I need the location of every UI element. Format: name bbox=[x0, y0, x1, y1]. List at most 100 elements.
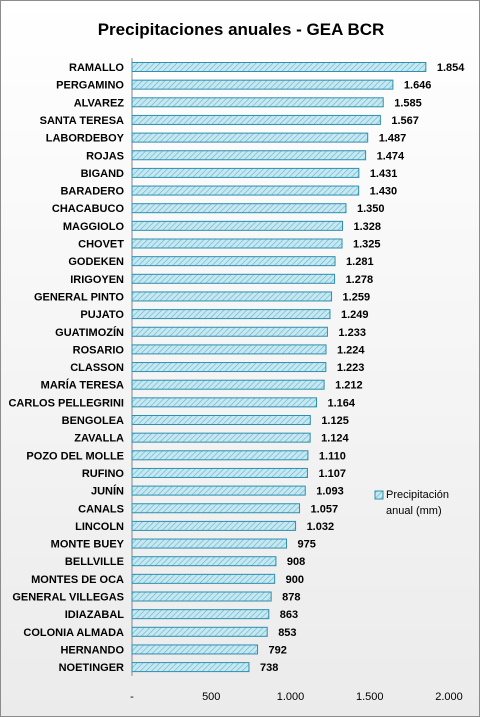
category-label: GENERAL VILLEGAS bbox=[12, 592, 124, 604]
bar bbox=[131, 626, 268, 637]
category-label: ROJAS bbox=[86, 150, 124, 162]
bar bbox=[131, 573, 276, 584]
bar bbox=[131, 467, 308, 478]
category-label: GODEKEN bbox=[68, 256, 124, 268]
value-label: 1.854 bbox=[437, 62, 465, 74]
category-label: BENGOLEA bbox=[62, 415, 124, 427]
bar bbox=[131, 432, 311, 443]
category-label: CHACABUCO bbox=[52, 203, 125, 215]
bar bbox=[131, 185, 360, 196]
value-label: 1.328 bbox=[353, 221, 381, 233]
category-label: MARÍA TERESA bbox=[41, 379, 124, 392]
bar bbox=[131, 644, 259, 655]
category-label: IRIGOYEN bbox=[70, 274, 124, 286]
value-label: 1.350 bbox=[357, 203, 385, 215]
bar bbox=[131, 114, 381, 125]
value-label: 1.093 bbox=[316, 486, 344, 498]
category-label: MONTE BUEY bbox=[51, 539, 125, 551]
bars-group bbox=[131, 62, 427, 673]
bar bbox=[131, 326, 328, 337]
category-label: PERGAMINO bbox=[56, 80, 124, 92]
bar bbox=[131, 291, 333, 302]
value-label: 1.585 bbox=[394, 97, 422, 109]
category-label: LINCOLN bbox=[75, 521, 124, 533]
bar bbox=[131, 132, 369, 143]
value-label: 975 bbox=[298, 539, 316, 551]
category-label: LABORDEBOY bbox=[46, 133, 125, 145]
category-label: BARADERO bbox=[60, 186, 124, 198]
value-labels: 1.854 1.646 1.585 1.567 1.487 1.474 1.431 1.430… bbox=[260, 62, 465, 674]
x-tick-label: - bbox=[130, 691, 134, 703]
bar bbox=[131, 273, 336, 284]
chart-title: Precipitaciones anuales - GEA BCR bbox=[98, 20, 385, 39]
category-label: JUNÍN bbox=[91, 485, 124, 498]
category-label: NOETINGER bbox=[59, 662, 124, 674]
bar bbox=[131, 309, 331, 320]
bar bbox=[131, 485, 306, 496]
category-label: CLASSON bbox=[70, 362, 124, 374]
category-label: ALVAREZ bbox=[74, 97, 125, 109]
bar bbox=[131, 397, 317, 408]
value-label: 1.223 bbox=[337, 362, 365, 374]
category-labels: RAMALLO PERGAMINO ALVAREZ SANTA TERESA LABOR… bbox=[8, 62, 124, 674]
value-label: 1.281 bbox=[346, 256, 374, 268]
bar bbox=[131, 415, 311, 425]
value-label: 1.430 bbox=[370, 186, 398, 198]
x-tick-label: 1.000 bbox=[277, 691, 305, 703]
legend-label-line-2: anual (mm) bbox=[386, 505, 442, 517]
value-label: 863 bbox=[280, 609, 298, 621]
value-label: 1.249 bbox=[341, 309, 369, 321]
value-label: 900 bbox=[286, 574, 304, 586]
category-label: GENERAL PINTO bbox=[34, 291, 124, 303]
bar bbox=[131, 203, 347, 214]
value-label: 1.107 bbox=[318, 468, 346, 480]
category-label: BELLVILLE bbox=[65, 556, 124, 568]
bar bbox=[131, 450, 309, 461]
category-label: SANTA TERESA bbox=[40, 115, 124, 127]
value-label: 1.032 bbox=[307, 521, 335, 533]
category-label: IDIAZABAL bbox=[65, 609, 125, 621]
bar bbox=[131, 97, 384, 108]
value-label: 1.278 bbox=[346, 274, 374, 286]
legend-swatch bbox=[374, 490, 384, 500]
legend: Precipitación anual (mm) bbox=[374, 489, 449, 517]
bar bbox=[131, 150, 367, 161]
value-label: 1.224 bbox=[337, 344, 365, 356]
value-label: 1.233 bbox=[338, 327, 366, 339]
value-label: 1.125 bbox=[321, 415, 349, 427]
bar bbox=[131, 362, 327, 373]
value-label: 1.164 bbox=[327, 397, 355, 409]
bar bbox=[131, 609, 270, 620]
category-label: MAGGIOLO bbox=[63, 221, 125, 233]
value-label: 1.057 bbox=[311, 503, 339, 515]
value-label: 1.474 bbox=[377, 150, 405, 162]
value-label: 1.646 bbox=[404, 80, 432, 92]
bar bbox=[131, 238, 343, 249]
bar bbox=[131, 520, 297, 531]
category-label: PUJATO bbox=[80, 309, 124, 321]
category-label: ZAVALLA bbox=[74, 433, 124, 445]
legend-label-line-1: Precipitación bbox=[386, 489, 449, 501]
bar bbox=[131, 220, 343, 231]
category-label: COLONIA ALMADA bbox=[23, 627, 124, 639]
category-label: ROSARIO bbox=[73, 344, 125, 356]
category-label: POZO DEL MOLLE bbox=[26, 450, 124, 462]
value-label: 1.124 bbox=[321, 433, 349, 445]
value-label: 1.212 bbox=[335, 380, 363, 392]
category-label: RAMALLO bbox=[69, 62, 124, 74]
category-label: BIGAND bbox=[81, 168, 124, 180]
x-tick-label: 500 bbox=[202, 691, 220, 703]
value-label: 853 bbox=[278, 627, 296, 639]
category-label: CANALS bbox=[78, 503, 124, 515]
bar bbox=[131, 662, 250, 673]
value-label: 908 bbox=[287, 556, 305, 568]
bar bbox=[131, 538, 288, 549]
value-label: 738 bbox=[260, 662, 278, 674]
bar bbox=[131, 256, 336, 267]
category-label: GUATIMOZÍN bbox=[55, 326, 124, 339]
value-label: 1.259 bbox=[343, 291, 371, 303]
bar bbox=[131, 79, 394, 90]
x-tick-label: 2.000 bbox=[435, 691, 463, 703]
